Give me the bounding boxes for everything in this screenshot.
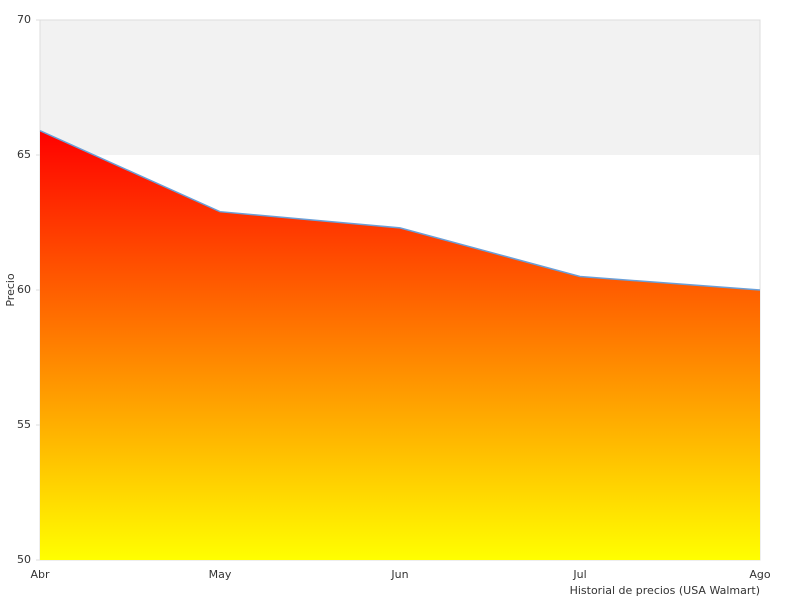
y-tick-label: 60 — [17, 283, 31, 296]
x-tick-label: Jul — [572, 568, 586, 581]
x-axis-label: Historial de precios (USA Walmart) — [570, 584, 760, 597]
x-tick-label: Jun — [390, 568, 408, 581]
y-tick-label: 50 — [17, 553, 31, 566]
y-tick-label: 70 — [17, 13, 31, 26]
x-tick-label: May — [209, 568, 232, 581]
plot-band — [40, 20, 760, 155]
area — [40, 130, 760, 560]
y-axis-label: Precio — [4, 273, 17, 307]
line — [39, 130, 761, 291]
y-tick-label: 55 — [17, 418, 31, 431]
y-tick-label: 65 — [17, 148, 31, 161]
x-tick-label: Ago — [749, 568, 771, 581]
x-tick-label: Abr — [30, 568, 50, 581]
